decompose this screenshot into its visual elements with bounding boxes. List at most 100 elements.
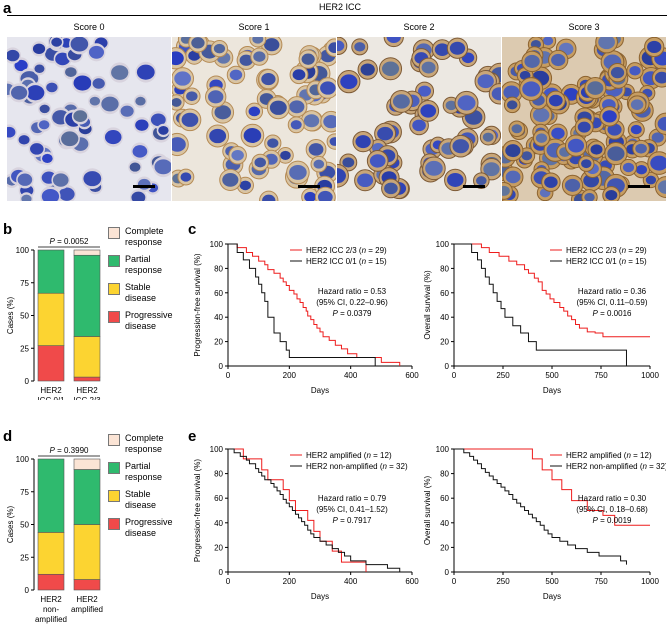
bar-segment (73, 336, 101, 378)
y-axis-label: Overall survival (%) (423, 475, 432, 545)
cell-nucleus (476, 176, 487, 186)
legend-label: HER2 non-amplified (n = 32) (306, 462, 408, 471)
km-plot-c-pfs: 0 20 40 60 80 100 0 200 400 600 Days Progression-fr… (193, 240, 419, 395)
cell-nucleus (42, 153, 53, 163)
legend-text: HER2 ICC 2/3 ( (306, 246, 362, 255)
cell-nucleus (290, 120, 302, 130)
cell-nucleus (120, 105, 134, 117)
cell-nucleus (70, 37, 89, 52)
x-tick-label: amplified (71, 605, 103, 614)
panel-letter-a: a (3, 0, 12, 17)
y-tick-label: 80 (440, 470, 449, 479)
cell-nucleus (30, 143, 44, 155)
cell-nucleus (357, 173, 374, 188)
cell-nucleus (521, 151, 533, 161)
cell-nucleus (449, 41, 466, 55)
cell-nucleus (41, 188, 60, 201)
cell-nucleus (73, 110, 88, 123)
p-value: = 0.0052 (55, 237, 89, 246)
stat-line: Hazard ratio = 0.79 (318, 494, 387, 503)
x-tick-label: 200 (283, 577, 297, 586)
cell-nucleus (354, 42, 366, 52)
bar-segment (73, 524, 101, 580)
cell-nucleus (308, 143, 324, 156)
legend-text: HER2 amplified ( (306, 451, 367, 460)
x-tick-label: 0 (452, 371, 457, 380)
legend-text: HER2 amplified ( (566, 451, 627, 460)
panel-letter-e: e (188, 428, 197, 445)
km-curve-high (228, 448, 367, 572)
legend-label: HER2 amplified (n = 12) (306, 451, 392, 460)
cell-nucleus (323, 115, 336, 129)
cell-nucleus (254, 157, 266, 168)
cell-nucleus (605, 190, 618, 201)
stat-line: Hazard ratio = 0.53 (318, 287, 387, 296)
scale-bar (628, 185, 650, 188)
cell-nucleus (239, 180, 251, 191)
legend-label: HER2 ICC 0/1 (n = 15) (306, 257, 387, 266)
cell-nucleus (7, 126, 16, 138)
x-tick-label: ICC 0/1 (37, 396, 65, 400)
y-tick-label: 25 (20, 344, 29, 353)
cell-nucleus (7, 49, 20, 62)
bar-segment (73, 376, 101, 382)
scale-bar (133, 185, 155, 188)
micrograph-score-0 (7, 37, 171, 201)
y-tick-label: 60 (440, 289, 449, 298)
cell-nucleus (369, 154, 386, 168)
stat-line: P = 0.0379 (333, 309, 372, 318)
cell-nucleus (622, 162, 635, 173)
bar-segment (37, 532, 65, 575)
cell-nucleus (503, 85, 520, 100)
cell-nucleus (329, 137, 336, 146)
bar-segment (37, 458, 65, 533)
cell-nucleus (412, 119, 426, 132)
cell-nucleus (577, 121, 591, 133)
cell-nucleus (320, 81, 336, 95)
cell-nucleus (581, 159, 592, 169)
legend-count: = 32) (647, 462, 666, 471)
x-tick-label: 200 (283, 371, 297, 380)
cell-nucleus (532, 108, 550, 123)
stat-line: P = 0.7917 (333, 516, 372, 525)
cell-nucleus (174, 71, 192, 86)
cell-nucleus (46, 82, 58, 93)
x-tick-label: 0 (452, 577, 457, 586)
cell-nucleus (629, 66, 641, 76)
legend-swatch-partial (108, 255, 120, 267)
stat-p: P (333, 309, 339, 318)
km-curve-high (454, 448, 650, 526)
cell-nucleus (651, 132, 664, 143)
cell-nucleus (337, 40, 345, 52)
x-tick-label: 400 (344, 577, 358, 586)
legend-label: HER2 ICC 2/3 (n = 29) (306, 246, 387, 255)
cell-nucleus (39, 104, 50, 114)
cell-nucleus (635, 164, 648, 175)
cell-nucleus (229, 69, 243, 81)
legend-text: HER2 ICC 0/1 ( (566, 257, 622, 266)
cell-nucleus (172, 137, 186, 152)
cell-nucleus (154, 159, 171, 175)
legend-swatch-partial (108, 462, 120, 474)
cell-nucleus (524, 54, 540, 68)
cell-nucleus (262, 194, 276, 201)
cell-nucleus (289, 165, 307, 180)
cell-nucleus (11, 85, 28, 100)
cell-nucleus (511, 124, 523, 134)
cell-nucleus (650, 155, 666, 171)
cell-nucleus (505, 144, 521, 158)
cell-nucleus (340, 74, 358, 90)
legend-label-progressive: Progressive disease (125, 310, 173, 331)
y-tick-label: 100 (436, 445, 450, 454)
cell-nucleus (181, 112, 199, 127)
legend-count: = 29) (626, 246, 647, 255)
y-tick-label: 100 (16, 455, 30, 464)
legend-label: HER2 ICC 2/3 (n = 29) (566, 246, 647, 255)
cell-nucleus (21, 194, 32, 201)
legend-text: HER2 non-amplified ( (566, 462, 643, 471)
cell-nucleus (172, 51, 184, 66)
micrograph-score-2 (337, 37, 501, 201)
cell-nucleus (598, 37, 615, 50)
